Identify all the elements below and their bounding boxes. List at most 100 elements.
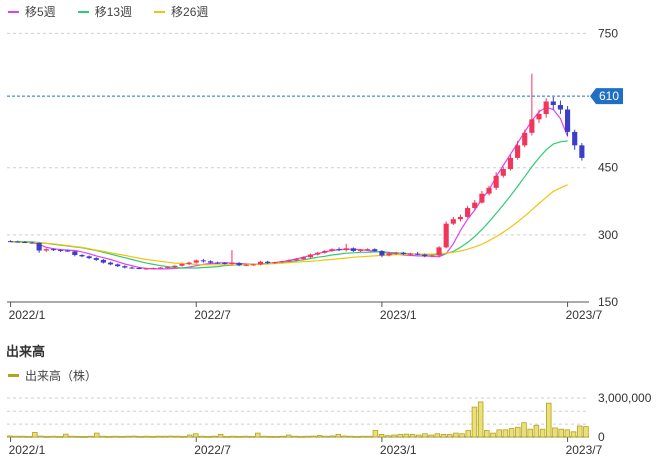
volume-bar	[552, 427, 558, 438]
legend-item-volume[interactable]: 出来高（株）	[8, 367, 97, 384]
legend-label-volume: 出来高（株）	[25, 369, 98, 383]
candle-body	[522, 132, 528, 146]
volume-bar	[434, 433, 441, 438]
candle-body	[43, 249, 49, 251]
candle-body	[115, 264, 121, 267]
candle-body	[257, 261, 264, 265]
price-legend: 移5週 移13週 移26週	[8, 3, 208, 20]
volume-bar	[106, 435, 112, 438]
volume-bar	[471, 406, 478, 438]
volume-bar	[19, 435, 26, 438]
volume-legend: 出来高（株）	[8, 367, 97, 384]
candle-body	[307, 254, 314, 258]
volume-bar	[298, 435, 304, 438]
volume-bar	[248, 435, 255, 438]
volume-bar	[366, 435, 372, 438]
y-tick-label: 300	[598, 228, 618, 242]
volume-bar	[186, 434, 193, 438]
volume-bar	[94, 432, 100, 438]
volume-bar	[261, 435, 267, 438]
x-tick-label: 2022/1	[9, 308, 46, 322]
y-tick-label: 450	[598, 161, 618, 175]
candle-body	[157, 267, 164, 269]
candle-body	[536, 114, 542, 120]
candle-body	[543, 101, 549, 114]
x-tick-label: 2023/7	[566, 308, 603, 322]
candle-body	[250, 264, 256, 266]
candle-body	[465, 208, 471, 217]
volume-bar	[100, 435, 106, 438]
candle-body	[22, 242, 28, 244]
candle-body	[286, 260, 292, 262]
legend-swatch-volume	[8, 374, 19, 377]
volume-bar	[174, 435, 181, 438]
candle-body	[507, 157, 514, 170]
volume-bar	[224, 435, 230, 438]
volume-bar	[56, 435, 63, 438]
legend-item-ma13[interactable]: 移13週	[77, 3, 133, 20]
candle-body	[300, 257, 306, 260]
volume-bar	[409, 433, 416, 438]
candle-body	[122, 266, 128, 268]
candle-body	[222, 263, 228, 265]
legend-item-ma26[interactable]: 移26週	[154, 3, 208, 20]
candle-body	[479, 193, 485, 203]
candle-body	[486, 187, 492, 194]
volume-bar	[279, 435, 286, 438]
volume-bar	[570, 431, 577, 438]
volume-bar	[422, 433, 428, 438]
candle-body	[107, 262, 114, 265]
candle-body	[493, 175, 499, 188]
candle-body	[579, 145, 585, 158]
candle-body	[186, 262, 192, 264]
volume-bar	[533, 424, 540, 438]
volume-bar	[242, 435, 249, 438]
volume-bar	[391, 434, 397, 438]
candle-body	[229, 263, 235, 265]
volume-bar	[521, 422, 527, 438]
volume-bar	[162, 435, 168, 438]
volume-bar	[7, 435, 13, 438]
candle-body	[65, 250, 71, 252]
candle-body	[7, 241, 14, 243]
candle-body	[400, 252, 406, 255]
candle-body	[200, 260, 206, 262]
legend-item-ma5[interactable]: 移5週	[8, 3, 56, 20]
candle-body	[500, 169, 506, 176]
volume-bar	[323, 435, 329, 438]
volume-bar	[180, 435, 187, 438]
ma-line-0	[10, 106, 569, 270]
legend-label-ma13: 移13週	[94, 5, 133, 19]
volume-bar	[403, 433, 410, 438]
candle-body	[415, 253, 421, 255]
candle-body	[372, 249, 378, 251]
candle-body	[572, 131, 578, 146]
candle-body	[243, 264, 249, 266]
current-price-label: 610	[599, 89, 619, 103]
volume-x-tick-label: 2022/7	[194, 443, 231, 457]
volume-bar	[515, 426, 521, 438]
candle-body	[143, 268, 149, 270]
volume-bar	[69, 435, 75, 438]
volume-bar	[273, 435, 280, 438]
volume-bar	[267, 435, 273, 438]
volume-section-title: 出来高	[6, 344, 46, 359]
volume-bar	[32, 432, 38, 438]
volume-bar	[539, 428, 546, 438]
candle-body	[86, 256, 92, 259]
y-tick-label: 150	[598, 295, 618, 309]
volume-bar	[477, 401, 484, 438]
current-price-badge	[590, 88, 623, 105]
legend-swatch-ma26	[154, 10, 166, 13]
candle-body	[72, 251, 78, 255]
candle-body	[407, 253, 414, 255]
volume-bar	[143, 435, 150, 438]
candle-body	[529, 119, 535, 133]
candle-body	[357, 250, 364, 252]
volume-y-tick-label: 0	[598, 430, 605, 444]
volume-bar	[484, 430, 490, 438]
candle-body	[472, 202, 478, 208]
volume-bar	[546, 402, 552, 438]
candle-body	[136, 267, 142, 269]
volume-bar	[38, 435, 44, 438]
